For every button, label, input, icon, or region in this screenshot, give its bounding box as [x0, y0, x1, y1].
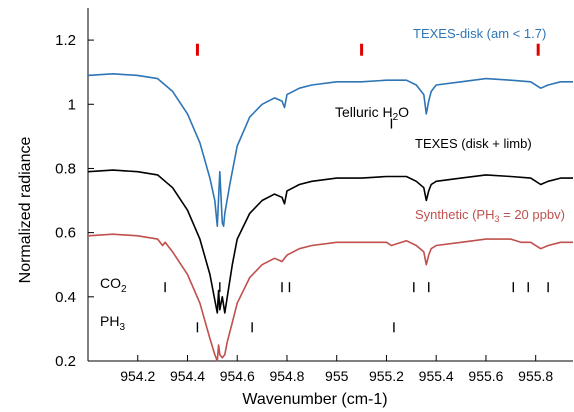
y-axis-label: Normalized radiance — [17, 137, 34, 284]
x-tick-label: 955.2 — [369, 368, 404, 384]
label-co2-main: CO — [100, 275, 121, 291]
label-telluric-rest: O — [398, 104, 409, 120]
x-tick-label: 955 — [325, 368, 349, 384]
label-co2-sub: 2 — [121, 284, 127, 295]
x-axis-ticks: 954.2 954.4 954.6 954.8 955 955.2 955.4 955.6 95… — [120, 355, 553, 384]
label-texes-disk: TEXES-disk (am < 1.7) — [413, 26, 546, 41]
x-tick-label: 955.8 — [518, 368, 553, 384]
y-tick-label: 0.8 — [55, 160, 76, 177]
label-co2: CO2 — [100, 275, 127, 295]
label-ph3: PH3 — [100, 313, 125, 333]
x-tick-label: 954.4 — [170, 368, 205, 384]
label-synthetic-sub: 3 — [494, 214, 499, 224]
x-tick-label: 955.6 — [468, 368, 503, 384]
series-line-2 — [87, 233, 573, 362]
label-synthetic-main: Synthetic (PH — [415, 207, 494, 222]
line-markers — [164, 43, 549, 333]
x-tick-label: 954.2 — [120, 368, 155, 384]
x-axis-label: Wavenumber (cm-1) — [242, 391, 387, 408]
series-lines — [87, 73, 573, 362]
label-telluric-main: Telluric H — [335, 104, 393, 120]
series-line-1 — [87, 169, 573, 314]
y-axis-ticks: 0.2 0.4 0.6 0.8 1 1.2 — [55, 32, 94, 370]
y-tick-label: 0.6 — [55, 225, 76, 242]
label-telluric-sub: 2 — [393, 112, 399, 123]
label-synthetic-rest: = 20 ppbv) — [500, 207, 565, 222]
label-ph3-sub: 3 — [119, 322, 125, 333]
y-tick-label: 0.4 — [55, 289, 76, 306]
x-tick-label: 954.8 — [269, 368, 304, 384]
x-tick-label: 955.4 — [419, 368, 454, 384]
y-tick-label: 1.2 — [55, 32, 76, 49]
label-ph3-main: PH — [100, 313, 119, 329]
x-tick-label: 954.6 — [220, 368, 255, 384]
y-tick-label: 1 — [68, 96, 76, 113]
label-telluric-h2o: Telluric H2O — [335, 104, 409, 123]
series-line-0 — [87, 73, 573, 227]
plot-frame — [87, 8, 573, 362]
label-texes-disk-limb: TEXES (disk + limb) — [415, 136, 532, 151]
y-tick-label: 0.2 — [55, 353, 76, 370]
label-synthetic: Synthetic (PH3 = 20 ppbv) — [415, 207, 565, 224]
